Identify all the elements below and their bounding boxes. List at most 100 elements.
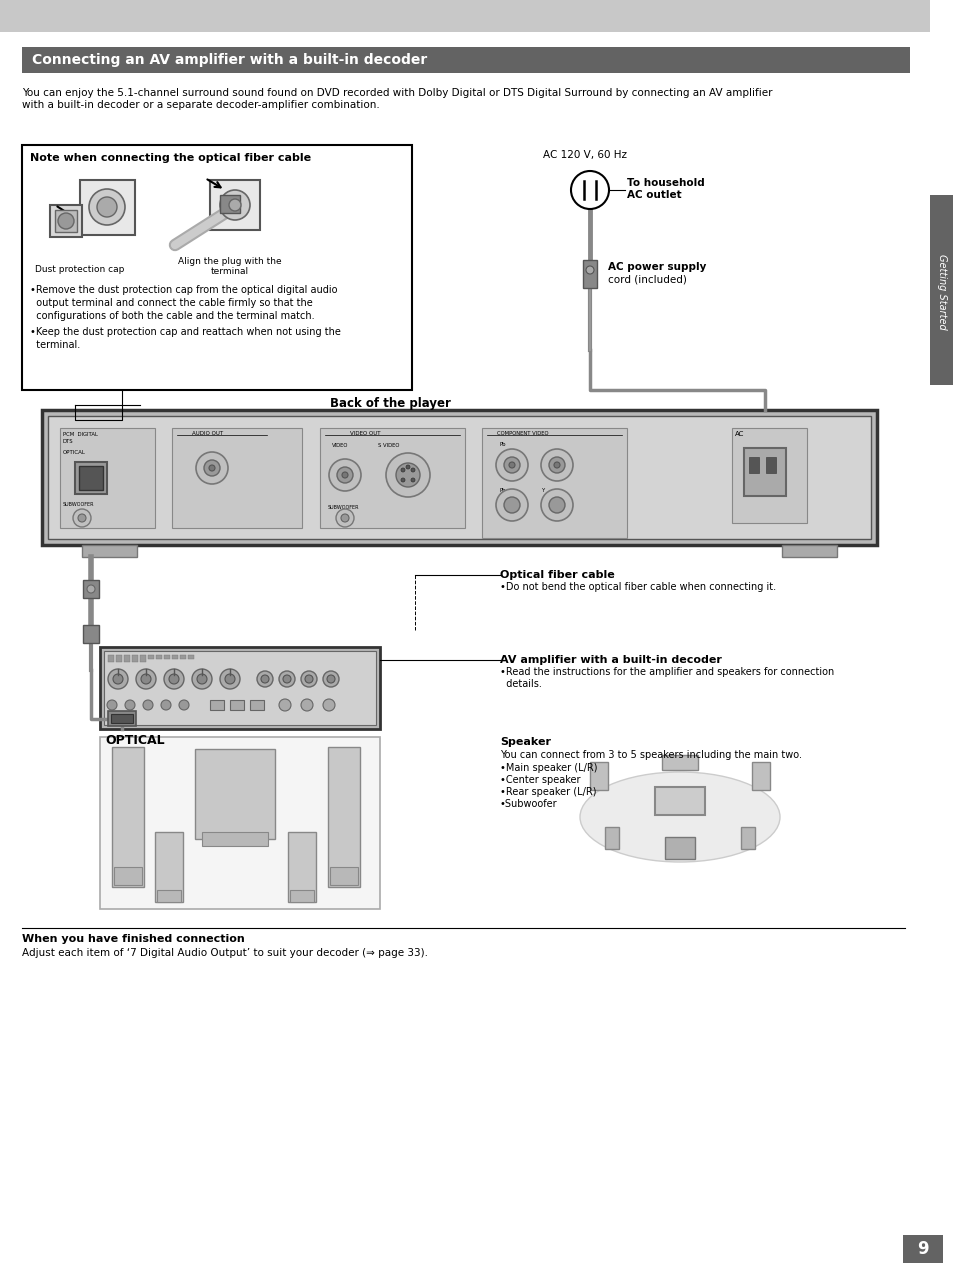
Circle shape	[164, 669, 184, 689]
Circle shape	[78, 513, 86, 522]
Bar	[100, 736, 379, 910]
Text: COMPONENT VIDEO: COMPONENT VIDEO	[497, 431, 548, 436]
Text: SUBWOOFER: SUBWOOFER	[328, 505, 359, 510]
Circle shape	[125, 699, 135, 710]
Bar	[156, 655, 162, 659]
Circle shape	[540, 448, 573, 482]
Circle shape	[554, 462, 559, 468]
Bar	[604, 827, 618, 848]
Bar	[740, 827, 754, 848]
Circle shape	[73, 510, 91, 527]
Bar	[748, 457, 759, 473]
Bar	[75, 462, 107, 494]
Text: DTS: DTS	[63, 440, 73, 445]
Circle shape	[340, 513, 349, 522]
Bar	[154, 832, 183, 902]
Bar	[230, 699, 244, 710]
Circle shape	[143, 699, 152, 710]
Text: Connecting an AV amplifier with a built-in decoder: Connecting an AV amplifier with a built-…	[32, 54, 427, 68]
Bar	[328, 747, 359, 887]
Text: Pb: Pb	[499, 488, 506, 493]
Bar	[82, 545, 137, 557]
Circle shape	[58, 213, 74, 229]
Text: •Center speaker: •Center speaker	[499, 775, 579, 785]
Circle shape	[229, 199, 241, 211]
Bar	[48, 417, 870, 539]
Circle shape	[503, 457, 519, 473]
Text: •Remove the dust protection cap from the optical digital audio: •Remove the dust protection cap from the…	[30, 285, 337, 296]
Text: Dust protection cap: Dust protection cap	[35, 265, 125, 274]
Text: 9: 9	[916, 1240, 928, 1257]
Circle shape	[97, 197, 117, 217]
Bar	[164, 655, 170, 659]
Circle shape	[411, 478, 415, 482]
Bar	[664, 837, 695, 859]
Circle shape	[335, 510, 354, 527]
Circle shape	[192, 669, 212, 689]
Circle shape	[395, 462, 419, 487]
Bar	[902, 1235, 942, 1263]
Text: Pb: Pb	[499, 442, 506, 447]
Bar	[148, 655, 153, 659]
Bar	[42, 410, 876, 545]
Bar	[765, 457, 775, 473]
Text: Optical fiber cable: Optical fiber cable	[499, 569, 614, 580]
Circle shape	[509, 462, 515, 468]
Circle shape	[278, 671, 294, 687]
Text: details.: details.	[499, 679, 541, 689]
Bar	[157, 891, 181, 902]
Text: PCM  DIGITAL: PCM DIGITAL	[63, 432, 98, 437]
Circle shape	[406, 465, 410, 469]
Bar	[79, 466, 103, 490]
Circle shape	[323, 671, 338, 687]
Text: Align the plug with the
terminal: Align the plug with the terminal	[178, 257, 281, 276]
Bar	[319, 428, 464, 527]
Circle shape	[89, 189, 125, 225]
Text: To household
AC outlet: To household AC outlet	[626, 178, 704, 200]
Text: AUDIO OUT: AUDIO OUT	[192, 431, 223, 436]
Text: VIDEO: VIDEO	[332, 443, 348, 448]
Text: VIDEO OUT: VIDEO OUT	[350, 431, 380, 436]
Circle shape	[196, 674, 207, 684]
Bar	[180, 655, 186, 659]
Circle shape	[179, 699, 189, 710]
Bar	[104, 651, 375, 725]
Bar	[288, 832, 315, 902]
Text: AC power supply: AC power supply	[607, 262, 705, 273]
Bar	[112, 747, 144, 887]
Text: cord (included): cord (included)	[607, 274, 686, 284]
Text: Back of the player: Back of the player	[330, 397, 451, 410]
Circle shape	[503, 497, 519, 513]
Text: •Rear speaker (L/R): •Rear speaker (L/R)	[499, 787, 596, 798]
Circle shape	[220, 190, 250, 220]
Text: You can connect from 3 to 5 speakers including the main two.: You can connect from 3 to 5 speakers inc…	[499, 750, 801, 761]
Text: •Read the instructions for the amplifier and speakers for connection: •Read the instructions for the amplifier…	[499, 668, 833, 676]
Bar	[661, 755, 698, 769]
Circle shape	[323, 699, 335, 711]
Circle shape	[400, 468, 405, 471]
Text: •Subwoofer: •Subwoofer	[499, 799, 558, 809]
Bar	[220, 195, 240, 213]
Text: •Keep the dust protection cap and reattach when not using the: •Keep the dust protection cap and reatta…	[30, 327, 340, 338]
Circle shape	[548, 457, 564, 473]
Bar	[290, 891, 314, 902]
Circle shape	[107, 699, 117, 710]
Bar	[108, 711, 136, 726]
Circle shape	[305, 675, 313, 683]
Text: •Main speaker (L/R): •Main speaker (L/R)	[499, 763, 597, 773]
Bar	[589, 762, 607, 790]
Bar	[481, 428, 626, 538]
Bar	[80, 180, 135, 234]
Text: Speaker: Speaker	[499, 736, 551, 747]
Circle shape	[336, 468, 353, 483]
Text: output terminal and connect the cable firmly so that the: output terminal and connect the cable fi…	[30, 298, 313, 308]
Circle shape	[301, 671, 316, 687]
Circle shape	[585, 266, 594, 274]
Bar	[210, 699, 224, 710]
Bar	[250, 699, 264, 710]
Text: OPTICAL: OPTICAL	[63, 450, 86, 455]
Bar	[731, 428, 806, 524]
Text: S VIDEO: S VIDEO	[377, 443, 399, 448]
Circle shape	[256, 671, 273, 687]
Bar	[50, 205, 82, 237]
